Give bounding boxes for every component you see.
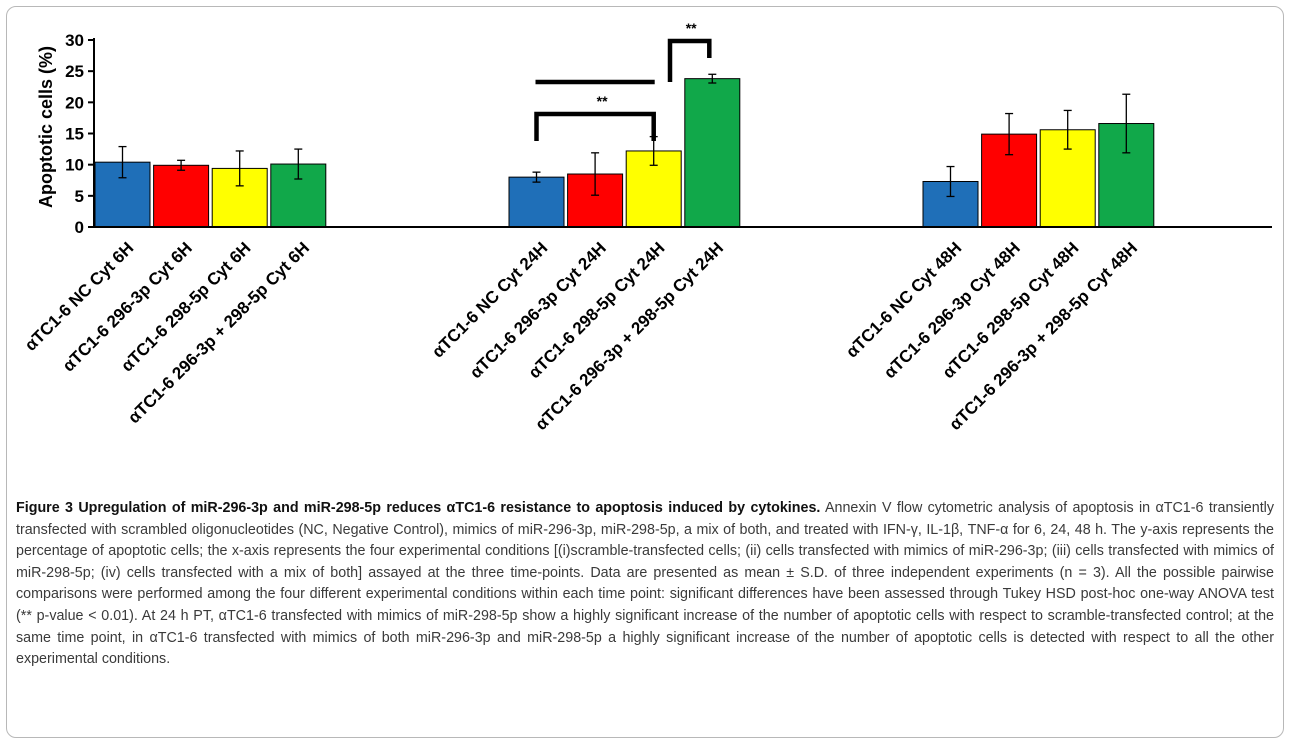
bars-group <box>94 78 1155 228</box>
bar <box>508 176 565 228</box>
significance-bracket-2 <box>667 38 712 82</box>
bar-chart: Apoptotic cells (%) 0 5 10 15 20 25 30 ** ** αT… <box>21 20 1272 434</box>
significance-label-1: ** <box>597 93 608 109</box>
x-category-label: αTC1-6 NC Cyt 6H <box>21 238 137 354</box>
significance-label-2: ** <box>686 20 697 36</box>
y-tick-label: 15 <box>65 125 84 144</box>
y-axis-ticks: 0 5 10 15 20 25 30 <box>65 31 94 237</box>
figure-caption: Figure 3 Upregulation of miR-296-3p and … <box>16 498 1274 671</box>
y-tick-label: 0 <box>75 218 84 237</box>
figure-frame <box>6 6 1284 738</box>
y-tick-label: 10 <box>65 156 84 175</box>
bar <box>153 164 210 228</box>
y-tick-label: 25 <box>65 62 84 81</box>
axes <box>93 38 1272 228</box>
y-tick-label: 5 <box>75 187 84 206</box>
y-tick-label: 20 <box>65 93 84 112</box>
caption-text: Annexin V flow cytometric analysis of ap… <box>16 500 1274 668</box>
y-tick-label: 30 <box>65 31 84 50</box>
significance-bracket-1 <box>534 111 656 141</box>
bar <box>684 78 741 228</box>
caption-title: Figure 3 Upregulation of miR-296-3p and … <box>16 500 821 516</box>
significance-brackets: ** ** <box>534 20 712 141</box>
y-axis-label: Apoptotic cells (%) <box>36 46 56 208</box>
error-bars-group <box>118 73 1131 198</box>
x-category-label: αTC1-6 NC Cyt 24H <box>428 238 551 361</box>
x-category-label: αTC1-6 NC Cyt 48H <box>842 238 965 361</box>
